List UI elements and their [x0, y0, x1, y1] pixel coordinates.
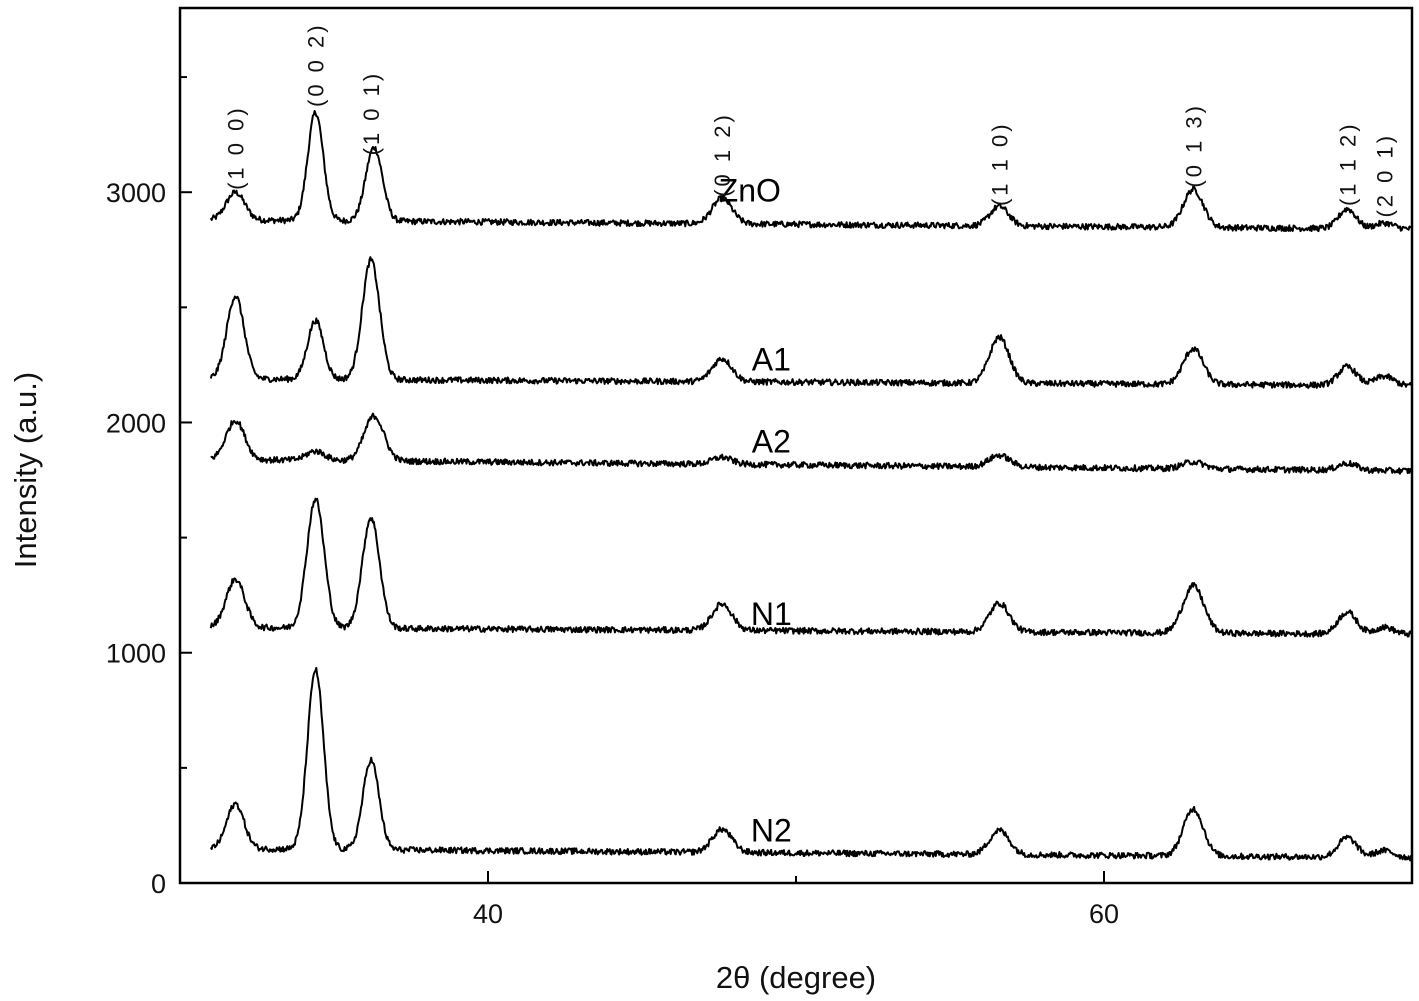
series-labels: ZnO A1 A2 N1 N2: [719, 172, 792, 848]
peak-annotation: (0 1 2): [710, 112, 735, 197]
peak-annotation: (1 1 2): [1335, 121, 1360, 206]
series-traces: [209, 110, 1413, 862]
series-line-a2: [210, 412, 1413, 475]
y-tick-label: 0: [151, 869, 166, 899]
x-tick-label: 60: [1089, 899, 1119, 929]
series-line-n1: [209, 497, 1413, 638]
series-label-n2: N2: [751, 813, 792, 849]
peak-annotation: (1 0 1): [359, 71, 384, 156]
series-line-zno: [209, 110, 1413, 233]
series-label-a1: A1: [752, 342, 791, 378]
series-line-a1: [209, 256, 1413, 389]
y-tick-label: 2000: [106, 408, 166, 438]
tick-labels: 40 60 0 1000 2000 3000: [106, 178, 1119, 929]
peak-annotations: (1 0 0) (0 0 2) (1 0 1) (0 1 2) (1 1 0) (0 1 …: [223, 22, 1397, 217]
peak-annotation: (0 0 2): [304, 22, 329, 107]
x-axis-title: 2θ (degree): [716, 960, 876, 995]
peak-annotation: (2 0 1): [1372, 133, 1397, 218]
x-tick-label: 40: [473, 899, 503, 929]
series-label-n1: N1: [751, 596, 792, 632]
axis-ticks: [180, 76, 1105, 884]
y-tick-label: 3000: [106, 178, 166, 208]
peak-annotation: (1 1 0): [987, 121, 1012, 206]
peak-annotation: (1 0 0): [223, 105, 248, 190]
peak-annotation: (0 1 3): [1181, 103, 1206, 188]
series-label-a2: A2: [752, 423, 791, 459]
series-label-zno: ZnO: [719, 172, 781, 208]
y-tick-label: 1000: [106, 639, 166, 669]
series-line-n2: [209, 666, 1413, 862]
y-axis-title: Intensity (a.u.): [8, 372, 43, 568]
